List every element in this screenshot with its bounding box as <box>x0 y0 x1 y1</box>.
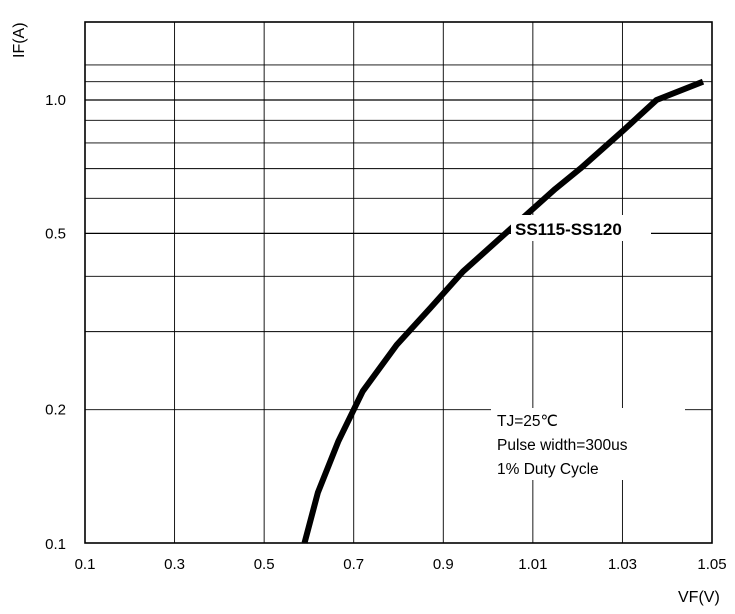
y-tick-label: 0.5 <box>45 225 66 242</box>
x-tick-label: 1.03 <box>608 556 637 573</box>
x-tick-label: 0.7 <box>343 556 364 573</box>
annotation-pulse-width: Pulse width=300us <box>497 437 628 454</box>
annotation-box <box>491 408 685 480</box>
series-layer <box>301 78 705 544</box>
series-label-bg <box>511 215 651 241</box>
tick-labels: 0.1 0.3 0.5 0.7 0.9 1.01 1.03 1.05 1.0 0.5 0.2 0.1 <box>45 92 726 573</box>
series-label-ss115-ss120: SS115-SS120 <box>515 220 622 239</box>
annotation-duty-cycle: 1% Duty Cycle <box>497 461 599 478</box>
y-tick-label: 0.2 <box>45 402 66 419</box>
x-tick-label: 0.9 <box>433 556 454 573</box>
x-tick-label: 0.5 <box>254 556 275 573</box>
series-line-ss115-ss120 <box>301 78 705 544</box>
x-axis-title: VF(V) <box>678 589 720 606</box>
x-tick-label: 0.3 <box>164 556 185 573</box>
x-tick-label: 1.05 <box>697 556 726 573</box>
plot-frame <box>84 21 713 544</box>
y-tick-label: 1.0 <box>45 92 66 109</box>
x-tick-label: 1.01 <box>518 556 547 573</box>
y-axis-title: IF(A) <box>11 22 28 58</box>
x-tick-label: 0.1 <box>75 556 96 573</box>
annotation-tj: TJ=25℃ <box>497 413 558 430</box>
y-tick-label: 0.1 <box>45 536 66 553</box>
